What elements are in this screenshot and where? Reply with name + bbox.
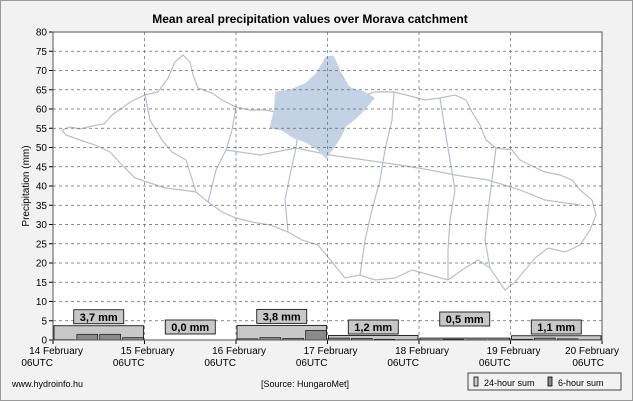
x-tick-label-time: 06UTC: [479, 358, 511, 369]
y-tick-label: 0: [41, 336, 47, 347]
bar-6-hour: [99, 333, 121, 341]
y-tick-label: 45: [36, 162, 48, 173]
data-label: 1,1 mm: [537, 322, 575, 334]
legend-swatch-6-hour: [547, 376, 553, 387]
data-label: 3,8 mm: [263, 311, 301, 323]
x-tick-label-time: 06UTC: [572, 358, 604, 369]
x-tick-label-date: 14 February: [29, 346, 83, 357]
data-label: 1,2 mm: [354, 322, 392, 334]
x-tick-label-time: 06UTC: [113, 358, 145, 369]
y-tick-label: 65: [36, 85, 48, 96]
source-note: [Source: HungaroMet]: [261, 379, 349, 389]
data-label-box: [530, 319, 582, 335]
y-tick-label: 75: [36, 47, 48, 58]
y-tick-label: 35: [36, 201, 48, 212]
y-axis-label: Precipitation (mm): [21, 145, 32, 226]
bar-6-hour: [305, 330, 327, 341]
data-label: 3,7 mm: [80, 312, 118, 324]
series-24-hour-sum: [53, 324, 602, 341]
morava-catchment-area: [269, 55, 375, 159]
data-label-box: [347, 319, 399, 335]
x-tick-label-date: 17 February: [304, 346, 358, 357]
catchment-map: [61, 54, 597, 291]
x-tick-label-time: 06UTC: [387, 358, 419, 369]
bar-6-hour: [76, 333, 99, 341]
data-label-box: [256, 308, 308, 324]
y-tick-label: 50: [36, 143, 48, 154]
data-label: 0,0 mm: [171, 322, 209, 334]
legend-label-24-hour: 24-hour sum: [484, 378, 535, 388]
x-tick-label-time: 06UTC: [296, 358, 328, 369]
legend: 24-hour sum 6-hour sum: [467, 372, 622, 391]
y-tick-label: 60: [36, 105, 48, 116]
x-tick-label-time: 06UTC: [21, 358, 53, 369]
legend-label-6-hour: 6-hour sum: [558, 378, 604, 388]
inner-boundary-line: [225, 97, 581, 280]
y-tick-label: 5: [41, 316, 47, 327]
x-tick-label-date: 16 February: [212, 346, 266, 357]
data-label-box: [164, 319, 216, 335]
x-tick-label-time: 06UTC: [204, 358, 236, 369]
x-tick-label-date: 15 February: [121, 346, 175, 357]
plot-border: [52, 31, 603, 341]
grid-lines: [53, 32, 602, 340]
y-tick-label: 30: [36, 220, 48, 231]
y-tick-label: 15: [36, 278, 48, 289]
legend-swatch-24-hour: [473, 376, 479, 387]
x-tick-label-date: 20 February: [565, 346, 619, 357]
data-labels: 3,7 mm 0,0 mm 3,8 mm 1,2 mm 0,5 mm 1,1 mm: [73, 308, 582, 335]
y-tick-label: 80: [36, 28, 48, 39]
y-tick-label: 55: [36, 124, 48, 135]
data-label-box: [439, 311, 491, 327]
data-label-box: [73, 309, 125, 325]
legend-box: [467, 372, 622, 391]
morava-region-outline: [61, 54, 597, 291]
chart-title: Mean areal precipitation values over Mor…: [152, 12, 467, 26]
data-label: 0,5 mm: [446, 314, 484, 326]
y-tick-label: 25: [36, 239, 48, 250]
y-tick-label: 10: [36, 297, 48, 308]
y-tick-label: 70: [36, 66, 48, 77]
y-tick-label: 20: [36, 259, 48, 270]
y-tick-label: 40: [36, 182, 48, 193]
y-axis: 0 5 10 15 20 25 30 35 40 45 50 55 60 65 70 75 80: [36, 28, 53, 347]
x-tick-label-date: 19 February: [487, 346, 541, 357]
website-link[interactable]: www.hydroinfo.hu: [11, 379, 83, 389]
x-tick-label-date: 18 February: [395, 346, 449, 357]
